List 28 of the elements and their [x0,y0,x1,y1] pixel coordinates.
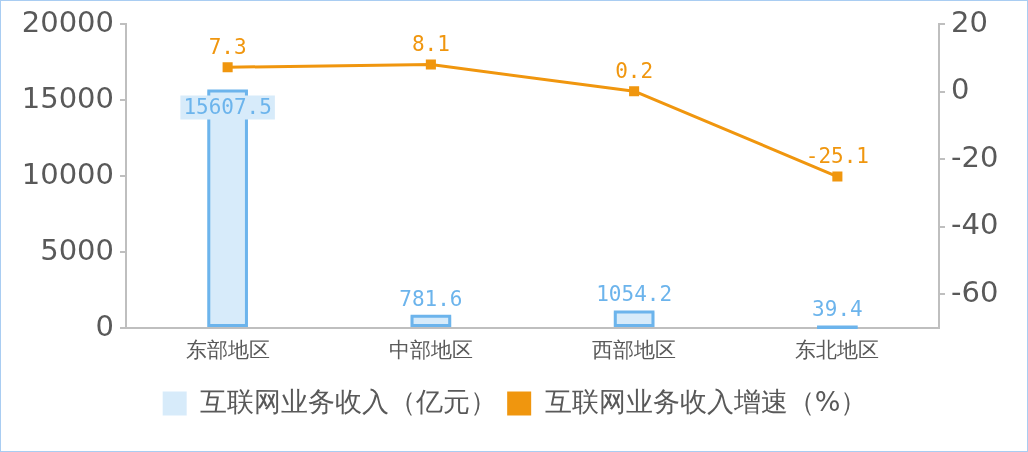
data-label: 7.3 [208,35,247,60]
legend-label: 互联网业务收入增速（%） [544,385,868,417]
data-label: 8.1 [411,32,450,57]
x-tick-label: 西部地区 [592,338,677,363]
y-tick-label: 10000 [21,156,114,191]
y-tick-label: 15000 [21,80,114,115]
x-tick-label: 东北地区 [795,338,880,363]
y2-tick-label: -60 [951,274,999,309]
x-tick-label: 东部地区 [185,338,270,363]
y-tick-label: 5000 [40,232,114,267]
data-label: -25.1 [805,144,869,169]
point [832,171,843,182]
legend-label: 互联网业务收入（亿元） [200,385,498,417]
point [425,59,436,70]
data-label: 0.2 [615,59,654,84]
x-tick-label: 中部地区 [388,338,473,363]
data-label: 39.4 [812,297,863,322]
data-label: 15607.5 [183,94,272,119]
y-tick-label: 20000 [21,4,114,39]
y2-tick-label: -40 [951,207,999,242]
y2-tick-label: -20 [951,139,999,174]
y-tick-label: 0 [95,308,114,343]
y2-tick-label: 0 [951,72,970,107]
data-label: 1054.2 [596,282,673,307]
point [222,62,233,73]
y2-tick-label: 20 [951,4,988,39]
point [629,86,640,97]
data-label: 781.6 [399,286,463,311]
